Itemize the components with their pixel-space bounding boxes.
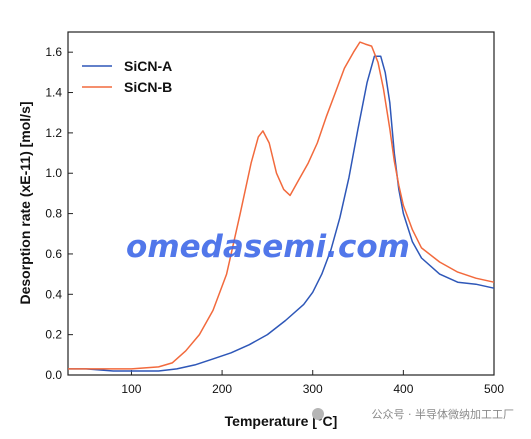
y-tick-label: 1.4: [45, 86, 62, 100]
x-axis: 100 200 300 400 500: [121, 370, 504, 396]
credit-text: 公众号 · 半导体微纳加工工厂: [372, 407, 515, 421]
x-tick-label: 500: [484, 382, 504, 396]
series-line-sicn-a: [68, 55, 495, 372]
y-tick-label: 0.0: [45, 368, 62, 382]
y-tick-label: 1.0: [45, 166, 62, 180]
series-line-sicn-b: [68, 41, 495, 370]
wechat-icon: [312, 408, 324, 420]
legend-label-sicn-b: SiCN-B: [124, 79, 172, 95]
x-tick-label: 100: [121, 382, 141, 396]
plot-frame: [67, 31, 495, 376]
y-axis-title: Desorption rate (xE-11) [mol/s]: [17, 101, 33, 304]
y-tick-label: 0.8: [45, 207, 62, 221]
x-tick-label: 400: [393, 382, 413, 396]
y-tick-label: 0.4: [45, 287, 62, 301]
y-tick-label: 1.2: [45, 126, 62, 140]
y-tick-label: 1.6: [45, 45, 62, 59]
legend-label-sicn-a: SiCN-A: [124, 58, 172, 74]
y-tick-label: 0.6: [45, 247, 62, 261]
x-axis-title: Temperature [°C]: [225, 413, 338, 429]
x-tick-label: 300: [303, 382, 323, 396]
legend: SiCN-A SiCN-B: [82, 58, 172, 95]
watermark: omedasemi.com: [126, 229, 410, 265]
y-axis: 0.0 0.2 0.4 0.6 0.8 1.0 1.2 1.4 1.6: [45, 45, 73, 382]
x-tick-label: 200: [212, 382, 232, 396]
y-tick-label: 0.2: [45, 328, 62, 342]
series-lines: [68, 41, 495, 372]
